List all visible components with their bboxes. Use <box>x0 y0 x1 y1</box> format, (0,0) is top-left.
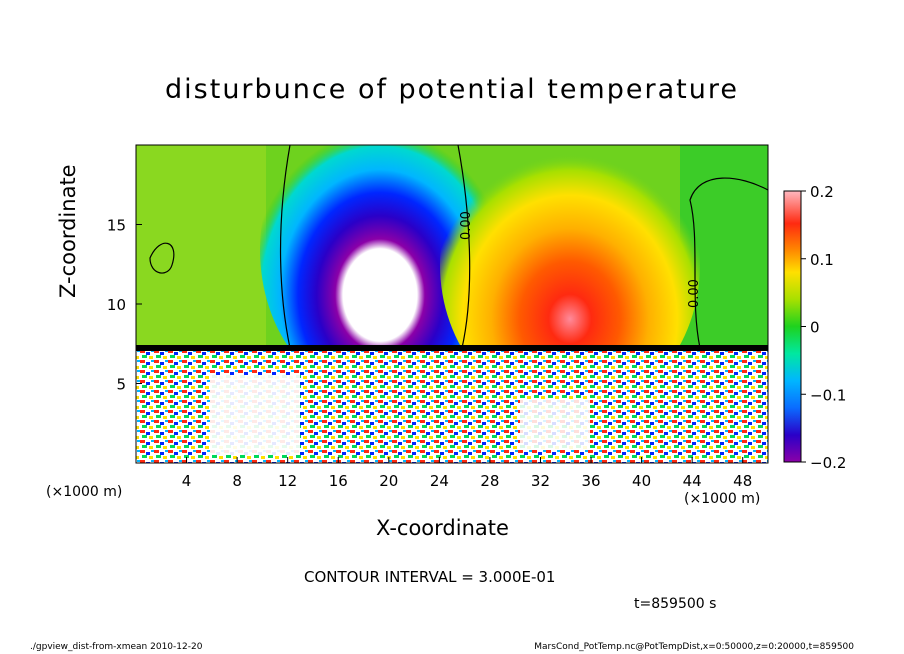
x-tick-label: 4 <box>182 472 192 490</box>
x-tick-label: 8 <box>232 472 242 490</box>
inversion-layer <box>136 345 768 351</box>
x-tick-label: 16 <box>329 472 348 490</box>
field-left-band <box>136 145 266 350</box>
x-axis-ticks: 4 8 12 16 20 24 28 32 36 40 44 48 <box>182 457 752 490</box>
y-axis-label: Z-coordinate <box>56 164 80 298</box>
chart-title: disturbunce of potential temperature <box>165 74 739 105</box>
plot-field <box>136 145 768 463</box>
colorbar-tick-label: 0.2 <box>810 183 834 201</box>
contour-interval-text: CONTOUR INTERVAL = 3.000E-01 <box>304 568 556 586</box>
x-tick-label: 12 <box>278 472 297 490</box>
contour-zero-left <box>279 145 291 349</box>
contour-small-loop <box>149 242 175 274</box>
lower-calm-right <box>520 400 590 450</box>
contour-label-1: 0.00 <box>459 211 474 240</box>
negative-anomaly <box>260 145 500 400</box>
x-tick-label: 20 <box>379 472 398 490</box>
contour-zero-right <box>689 177 768 349</box>
y-tick-label: 15 <box>107 217 126 235</box>
colorbar-tick-label: −0.1 <box>810 386 846 404</box>
x-tick-label: 32 <box>531 472 550 490</box>
footer-left: ./gpview_dist-from-xmean 2010-12-20 <box>30 642 203 652</box>
x-tick-label: 48 <box>733 472 752 490</box>
y-axis-unit: (×1000 m) <box>46 484 123 500</box>
x-tick-label: 44 <box>683 472 702 490</box>
y-tick-label: 5 <box>116 376 126 394</box>
x-axis-label: X-coordinate <box>376 516 509 540</box>
contour-label-2: 0.00 <box>687 279 702 308</box>
y-axis-ticks: 5 10 15 <box>107 217 142 394</box>
colorbar-tick-label: 0 <box>810 319 820 337</box>
colorbar-ticks: 0.2 0.1 0 −0.1 −0.2 <box>801 183 846 472</box>
x-tick-label: 28 <box>480 472 499 490</box>
lower-calm-left <box>210 375 300 455</box>
colorbar <box>783 190 802 463</box>
x-tick-label: 40 <box>632 472 651 490</box>
footer-right: MarsCond_PotTemp.nc@PotTempDist,x=0:5000… <box>534 642 854 652</box>
contour-zero-mid <box>457 145 471 349</box>
colorbar-tick-label: 0.1 <box>810 251 834 269</box>
x-tick-label: 36 <box>581 472 600 490</box>
x-axis-unit: (×1000 m) <box>684 491 761 507</box>
y-tick-label: 10 <box>107 296 126 314</box>
time-label: t=859500 s <box>634 596 717 612</box>
x-tick-label: 24 <box>430 472 449 490</box>
colorbar-tick-label: −0.2 <box>810 454 846 472</box>
